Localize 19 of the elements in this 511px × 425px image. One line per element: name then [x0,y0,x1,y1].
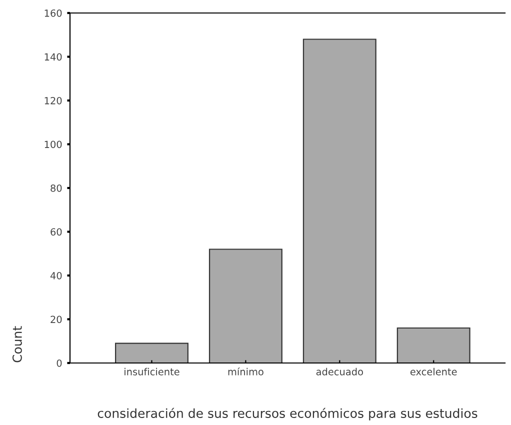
bar [115,342,188,363]
y-tick-label: 160 [44,9,62,17]
y-tick-label: 120 [44,96,62,104]
bar [208,248,282,363]
y-tick-label: 100 [44,140,62,148]
y-axis-title: Count [12,326,22,362]
y-tick-label: 80 [50,184,62,192]
x-tick-label: adecuado [316,368,363,376]
y-tick-label: 60 [50,228,62,236]
y-tick-label: 40 [50,272,62,280]
y-tick-label: 20 [50,316,62,324]
y-tick-label: 0 [56,359,62,367]
bar [302,38,376,363]
y-tick-label: 140 [44,53,62,61]
x-tick-label: insuficiente [124,368,180,376]
bar [396,327,470,363]
x-tick-label: mínimo [228,367,264,376]
x-axis-title: consideración de sus recursos económicos para sus estudios [98,408,478,420]
x-tick-label: excelente [410,368,457,376]
